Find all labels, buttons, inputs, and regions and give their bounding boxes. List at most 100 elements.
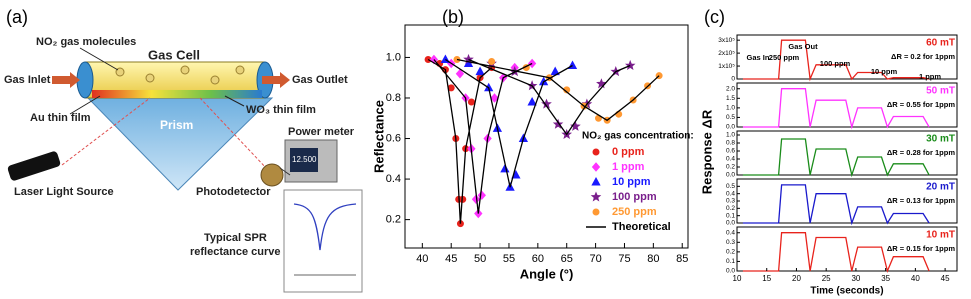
data-point — [467, 98, 475, 106]
label: Laser Light Source — [14, 186, 114, 198]
y-tick-label: 1.0 — [726, 132, 735, 139]
data-point — [488, 57, 496, 65]
pointer — [69, 95, 101, 115]
label: Photodetector — [196, 186, 271, 198]
y-tick-label: 0.1 — [726, 258, 735, 265]
x-tick-label: 50 — [474, 253, 486, 265]
detector-device — [260, 163, 284, 187]
subplot-note: ΔR = 0.2 for 1ppm — [891, 52, 955, 61]
x-tick-label: 30 — [851, 274, 860, 283]
y-tick-label: 1x10⁵ — [718, 63, 735, 70]
y-tick-label: 0.5 — [726, 114, 735, 121]
subplot-title: 60 mT — [926, 38, 955, 49]
x-tick-label: 45 — [445, 253, 457, 265]
laser-beam — [199, 97, 269, 171]
data-point — [475, 66, 485, 76]
x-tick-label: 40 — [416, 253, 428, 265]
subplot-title: 10 mT — [926, 230, 955, 241]
subplot-title: 30 mT — [926, 134, 955, 145]
y-tick-label: 0.0 — [726, 268, 735, 275]
y-tick-label: 0.2 — [726, 205, 735, 212]
y-tick-label: 0.0 — [726, 220, 735, 227]
y-tick-label: 0.4 — [726, 190, 735, 197]
x-tick-label: 15 — [762, 274, 771, 283]
y-tick-label: 0.6 — [386, 132, 401, 144]
y-tick-label: 0.3 — [726, 239, 735, 246]
y-tick-label: 0.0 — [726, 172, 735, 179]
pointer — [224, 95, 245, 107]
label: Au thin film — [30, 112, 91, 124]
x-tick-label: 45 — [941, 274, 950, 283]
inset-curve — [293, 203, 357, 251]
subplot-title: 50 mT — [926, 86, 955, 97]
annotation: 100 ppm — [820, 59, 851, 68]
data-point — [471, 194, 481, 205]
molecule — [235, 65, 245, 75]
subplot-frame — [736, 130, 958, 176]
x-tick-label: 40 — [911, 274, 920, 283]
y-axis-label: Reflectance — [371, 100, 386, 173]
y-tick-label: 0.1 — [726, 212, 735, 219]
subplot-frame — [736, 226, 958, 272]
y-tick-label: 0.4 — [726, 156, 735, 163]
label: 12.500 — [292, 155, 317, 164]
y-tick-label: 1.0 — [386, 51, 401, 63]
label: Power meter — [288, 126, 355, 138]
label: Gas Inlet — [4, 74, 51, 86]
x-tick-label: 70 — [589, 253, 601, 265]
y-tick-label: 0.6 — [726, 148, 735, 155]
laser-device — [7, 151, 61, 181]
response-line — [742, 184, 930, 226]
x-tick-label: 20 — [792, 274, 801, 283]
y-tick-label: 1.0 — [726, 105, 735, 112]
arrow — [52, 72, 80, 88]
molecule — [145, 73, 155, 83]
legend-label: 10 ppm — [612, 176, 651, 188]
data-point — [477, 190, 486, 201]
x-tick-label: 25 — [822, 274, 831, 283]
annotation: Gas In — [747, 53, 770, 62]
response-line — [742, 88, 930, 130]
y-tick-label: 3x10⁵ — [718, 37, 735, 44]
sensor-diagram: NO₂ gas molecules Gas Cell Gas Inlet Gas… — [4, 36, 363, 293]
x-tick-label: 85 — [676, 253, 688, 265]
label: NO₂ gas molecules — [36, 36, 136, 48]
label: Gas Cell — [148, 47, 200, 62]
y-tick-label: 0.0 — [726, 124, 735, 131]
subplot-note: ΔR = 0.15 for 1ppm — [887, 244, 955, 253]
response-line — [742, 39, 930, 82]
prism-shape — [86, 97, 274, 191]
data-point — [625, 59, 636, 71]
legend-label: 1 ppm — [612, 161, 645, 173]
x-axis-label: Time (seconds) — [810, 286, 883, 297]
subplot-frame — [736, 82, 958, 128]
panel-label: (b) — [442, 7, 464, 27]
x-tick-label: 60 — [532, 253, 544, 265]
subplot-title: 20 mT — [926, 182, 955, 193]
subplot-note: ΔR = 0.28 for 1ppm — [887, 148, 955, 157]
subplot-note: ΔR = 0.55 for 1ppm — [887, 100, 955, 109]
label: WO₃ thin film — [246, 104, 316, 116]
y-tick-label: 0.4 — [386, 173, 401, 185]
legend-marker — [592, 208, 600, 216]
y-tick-label: 2.0 — [726, 85, 735, 92]
data-point — [552, 118, 564, 129]
y-tick-label: 0.2 — [726, 249, 735, 256]
y-tick-label: 0.2 — [726, 164, 735, 171]
panel-label: (c) — [704, 7, 725, 27]
legend-label: 0 ppm — [612, 146, 645, 158]
y-tick-label: 0.5 — [726, 183, 735, 190]
subplot-note: ΔR = 0.13 for 1ppm — [887, 196, 955, 205]
x-tick-label: 65 — [561, 253, 573, 265]
legend-label: 100 ppm — [612, 191, 657, 203]
annotation: 250 ppm — [769, 53, 800, 62]
data-point — [596, 78, 607, 89]
legend-label: 250 ppm — [612, 206, 657, 218]
data-point — [490, 93, 499, 103]
y-tick-label: 0.8 — [726, 140, 735, 147]
annotation: 10 ppm — [871, 67, 898, 76]
y-tick-label: 0.3 — [726, 198, 735, 205]
film-layer — [92, 90, 262, 98]
